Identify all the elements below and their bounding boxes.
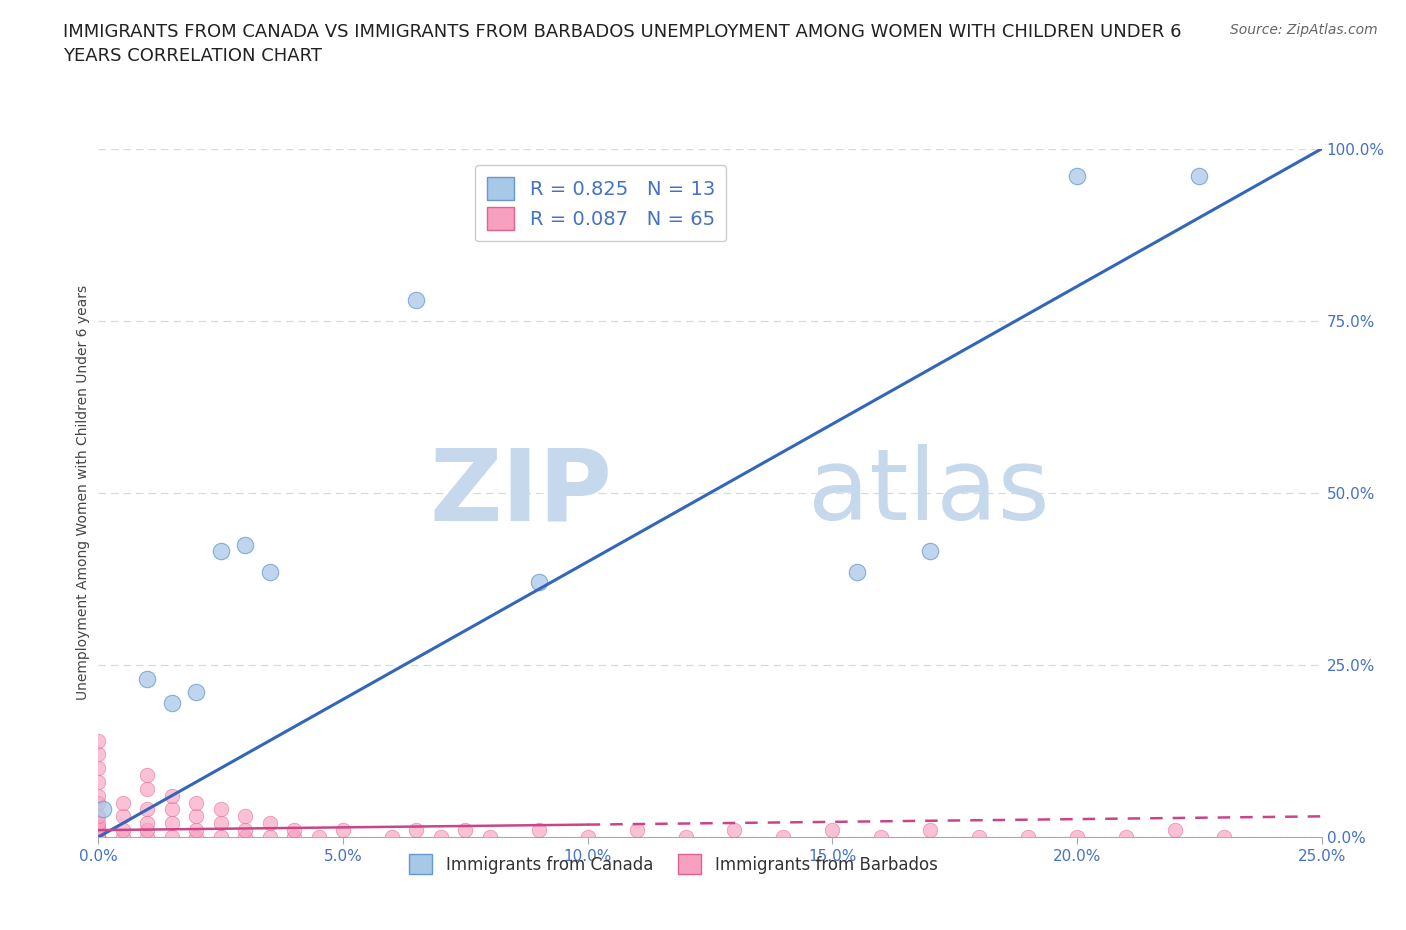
Point	[332, 823, 354, 838]
Point	[87, 830, 110, 844]
Point	[160, 696, 183, 711]
Point	[160, 802, 183, 817]
Point	[381, 830, 404, 844]
Point	[136, 816, 159, 830]
Point	[111, 809, 134, 824]
Point	[233, 809, 256, 824]
Point	[87, 830, 110, 844]
Point	[259, 565, 281, 579]
Point	[527, 823, 550, 838]
Point	[259, 830, 281, 844]
Y-axis label: Unemployment Among Women with Children Under 6 years: Unemployment Among Women with Children U…	[76, 286, 90, 700]
Point	[1066, 830, 1088, 844]
Point	[87, 747, 110, 762]
Point	[967, 830, 990, 844]
Point	[405, 293, 427, 308]
Point	[87, 826, 110, 841]
Point	[160, 789, 183, 804]
Point	[136, 802, 159, 817]
Point	[136, 671, 159, 686]
Point	[111, 830, 134, 844]
Point	[1066, 169, 1088, 184]
Point	[527, 575, 550, 590]
Point	[136, 830, 159, 844]
Point	[675, 830, 697, 844]
Point	[136, 781, 159, 796]
Point	[87, 823, 110, 838]
Point	[87, 809, 110, 824]
Text: atlas: atlas	[808, 445, 1049, 541]
Point	[233, 830, 256, 844]
Point	[920, 544, 942, 559]
Point	[259, 816, 281, 830]
Point	[723, 823, 745, 838]
Point	[87, 795, 110, 810]
Point	[821, 823, 844, 838]
Point	[87, 761, 110, 776]
Point	[308, 830, 330, 844]
Point	[87, 816, 110, 830]
Point	[111, 823, 134, 838]
Point	[845, 565, 868, 579]
Point	[283, 830, 305, 844]
Point	[87, 733, 110, 748]
Point	[91, 802, 114, 817]
Point	[87, 830, 110, 844]
Point	[186, 809, 208, 824]
Point	[111, 795, 134, 810]
Point	[283, 823, 305, 838]
Point	[87, 819, 110, 834]
Point	[626, 823, 648, 838]
Text: IMMIGRANTS FROM CANADA VS IMMIGRANTS FROM BARBADOS UNEMPLOYMENT AMONG WOMEN WITH: IMMIGRANTS FROM CANADA VS IMMIGRANTS FRO…	[63, 23, 1182, 65]
Point	[209, 830, 232, 844]
Point	[233, 823, 256, 838]
Legend: Immigrants from Canada, Immigrants from Barbados: Immigrants from Canada, Immigrants from …	[402, 848, 945, 881]
Point	[1115, 830, 1137, 844]
Point	[430, 830, 453, 844]
Point	[186, 795, 208, 810]
Point	[87, 775, 110, 790]
Point	[186, 830, 208, 844]
Point	[186, 823, 208, 838]
Point	[136, 823, 159, 838]
Point	[405, 823, 427, 838]
Text: ZIP: ZIP	[429, 445, 612, 541]
Point	[478, 830, 501, 844]
Point	[1164, 823, 1187, 838]
Point	[233, 538, 256, 552]
Point	[186, 685, 208, 700]
Point	[160, 816, 183, 830]
Point	[454, 823, 477, 838]
Point	[1212, 830, 1234, 844]
Point	[87, 830, 110, 844]
Point	[1188, 169, 1211, 184]
Text: Source: ZipAtlas.com: Source: ZipAtlas.com	[1230, 23, 1378, 37]
Point	[209, 816, 232, 830]
Point	[87, 789, 110, 804]
Point	[1017, 830, 1039, 844]
Point	[870, 830, 893, 844]
Point	[920, 823, 942, 838]
Point	[136, 767, 159, 782]
Point	[576, 830, 599, 844]
Point	[160, 830, 183, 844]
Point	[209, 802, 232, 817]
Point	[772, 830, 794, 844]
Point	[209, 544, 232, 559]
